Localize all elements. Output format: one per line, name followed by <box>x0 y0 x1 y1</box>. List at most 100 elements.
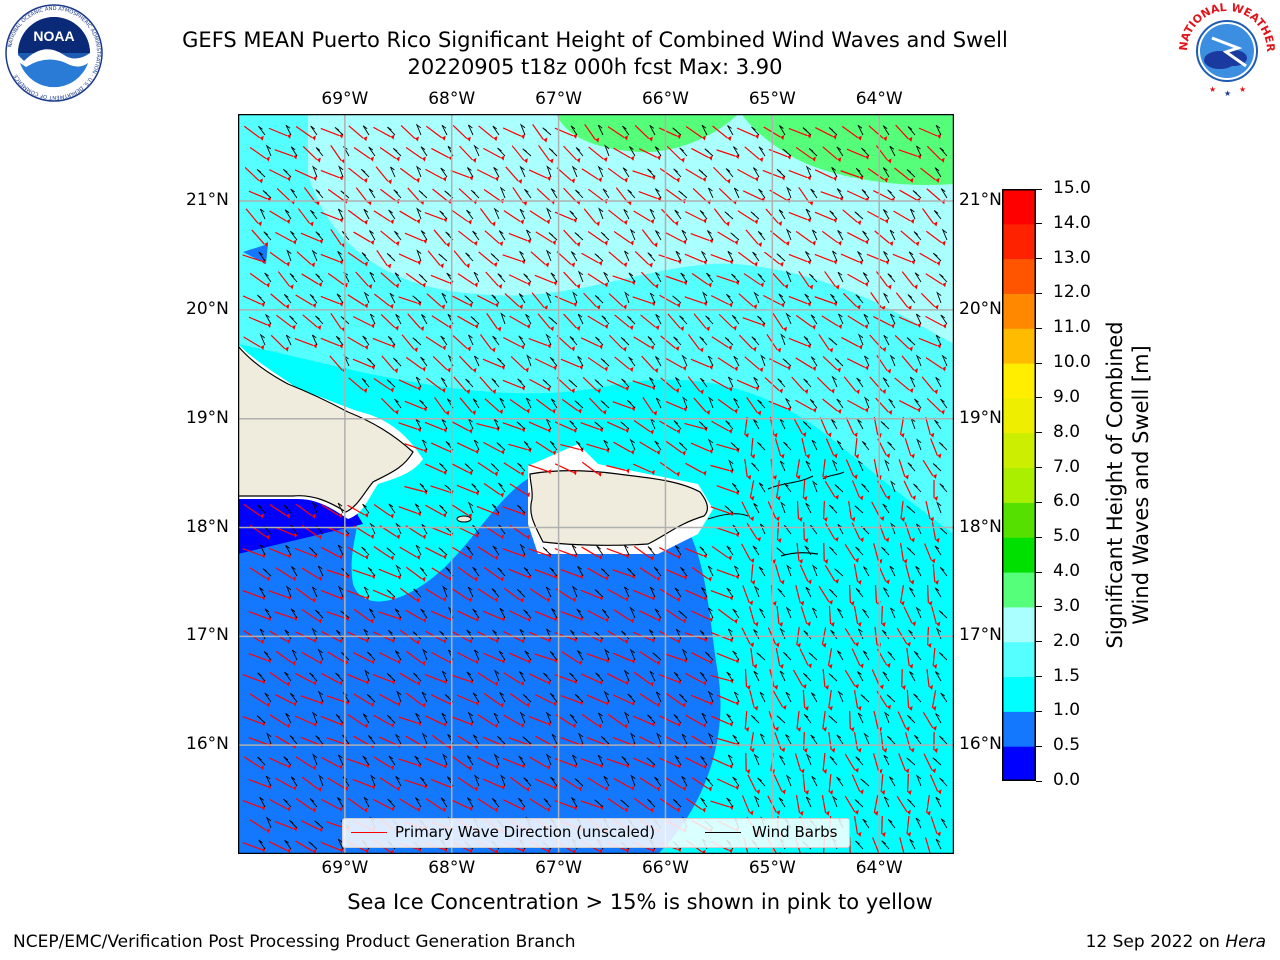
wave-direction-arrowhead <box>441 135 446 141</box>
wind-barb <box>655 356 662 367</box>
lat-label-left-4: 17°N <box>186 625 229 646</box>
wind-barb <box>337 797 344 808</box>
wave-direction-arrow <box>632 296 652 304</box>
wind-barb <box>312 753 318 766</box>
wave-direction-arrowhead <box>520 806 525 812</box>
wind-barb <box>909 838 916 850</box>
wave-direction-arrowhead <box>501 364 506 370</box>
wind-barb <box>569 420 578 430</box>
wave-direction-arrowhead <box>467 765 472 771</box>
wave-direction-arrowhead <box>313 553 318 559</box>
wave-direction-arrowhead <box>441 387 446 393</box>
wave-direction-arrow <box>528 421 548 431</box>
wave-direction-arrow <box>693 397 707 413</box>
wind-barb <box>649 377 656 388</box>
wind-barb <box>440 377 448 388</box>
wave-direction-arrow <box>378 611 398 619</box>
wind-barb <box>311 334 318 346</box>
wave-direction-arrowhead <box>857 220 862 226</box>
wind-barb <box>518 293 526 304</box>
wave-direction-arrow <box>776 605 780 625</box>
wave-direction-arrowhead <box>629 240 634 246</box>
wind-barb <box>834 358 844 367</box>
colorbar-swatch-13 <box>1002 293 1036 329</box>
wind-barb <box>394 230 402 241</box>
wave-direction-arrow <box>658 757 678 767</box>
wave-direction-arrow <box>373 503 391 517</box>
wave-direction-arrowhead <box>850 726 855 732</box>
wind-barb <box>364 669 370 682</box>
wave-direction-arrow <box>774 438 782 456</box>
wave-direction-arrowhead <box>882 347 887 353</box>
wave-direction-arrow <box>510 356 526 370</box>
wind-barb <box>550 398 558 409</box>
wind-barb <box>368 188 376 199</box>
wind-barb <box>857 671 864 682</box>
wave-direction-arrowhead <box>598 260 603 266</box>
wave-direction-arrowhead <box>677 763 682 769</box>
wave-direction-arrow <box>580 673 600 683</box>
wave-direction-arrow <box>607 167 625 181</box>
wind-barb <box>776 169 786 178</box>
wave-direction-arrow <box>710 757 730 767</box>
wind-barb <box>315 735 324 745</box>
wind-barb <box>934 587 942 598</box>
wave-direction-arrow <box>687 376 701 392</box>
wave-direction-arrow <box>269 714 287 726</box>
wave-direction-arrowhead <box>865 154 870 160</box>
wave-direction-arrowhead <box>287 133 292 139</box>
wave-direction-arrow <box>456 442 476 452</box>
wave-direction-arrowhead <box>750 558 755 564</box>
wind-barb <box>908 587 916 598</box>
wind-barb <box>412 337 422 346</box>
wave-direction-arrow <box>638 191 658 199</box>
wave-direction-arrow <box>919 252 937 264</box>
wind-barb <box>577 313 584 325</box>
wave-direction-arrow <box>458 188 474 202</box>
wave-direction-arrow <box>424 421 444 431</box>
wind-barb <box>472 230 480 241</box>
wave-direction-arrow <box>897 711 907 729</box>
wave-direction-arrow <box>684 422 704 430</box>
wave-direction-arrowhead <box>629 325 634 331</box>
wave-direction-arrowhead <box>910 453 915 459</box>
wave-direction-arrow <box>405 735 423 747</box>
wave-direction-arrow <box>277 271 291 287</box>
wave-direction-arrowhead <box>656 449 661 455</box>
wind-barb <box>519 671 526 682</box>
wave-direction-arrow <box>658 715 678 725</box>
wind-barb <box>394 608 402 619</box>
wave-direction-arrow <box>802 689 806 709</box>
wave-direction-arrowhead <box>803 495 808 501</box>
wave-direction-arrow <box>828 689 832 709</box>
wave-direction-arrowhead <box>707 576 712 582</box>
colorbar-tick-label-6: 4.0 <box>1053 561 1081 582</box>
wave-direction-arrow <box>926 397 942 413</box>
wave-direction-arrowhead <box>521 385 526 391</box>
wave-direction-arrow <box>451 546 469 558</box>
wind-barb <box>467 124 474 136</box>
wave-direction-arrow <box>748 606 756 624</box>
wave-direction-arrow <box>932 647 936 667</box>
wave-direction-arrowhead <box>546 807 551 813</box>
wind-barb <box>759 691 766 703</box>
wind-barb <box>938 610 948 619</box>
wave-direction-arrowhead <box>754 705 759 711</box>
wave-direction-arrowhead <box>747 474 752 480</box>
wave-direction-arrowhead <box>754 176 759 182</box>
wave-direction-arrowhead <box>389 513 394 519</box>
wave-direction-arrowhead <box>546 680 551 686</box>
wave-direction-arrow <box>587 273 605 285</box>
wave-direction-arrowhead <box>466 136 471 142</box>
wave-direction-arrow <box>846 358 866 368</box>
wave-direction-arrowhead <box>910 747 915 753</box>
wave-direction-arrowhead <box>927 642 932 648</box>
wind-barb <box>309 672 318 682</box>
wind-barb <box>311 501 318 514</box>
wind-barb <box>597 165 604 178</box>
wave-direction-arrowhead <box>901 684 906 690</box>
colorbar-tick-label-8: 6.0 <box>1053 491 1081 512</box>
wave-direction-arrowhead <box>598 177 603 183</box>
wave-direction-arrow <box>693 313 707 329</box>
wind-barb <box>620 337 630 346</box>
